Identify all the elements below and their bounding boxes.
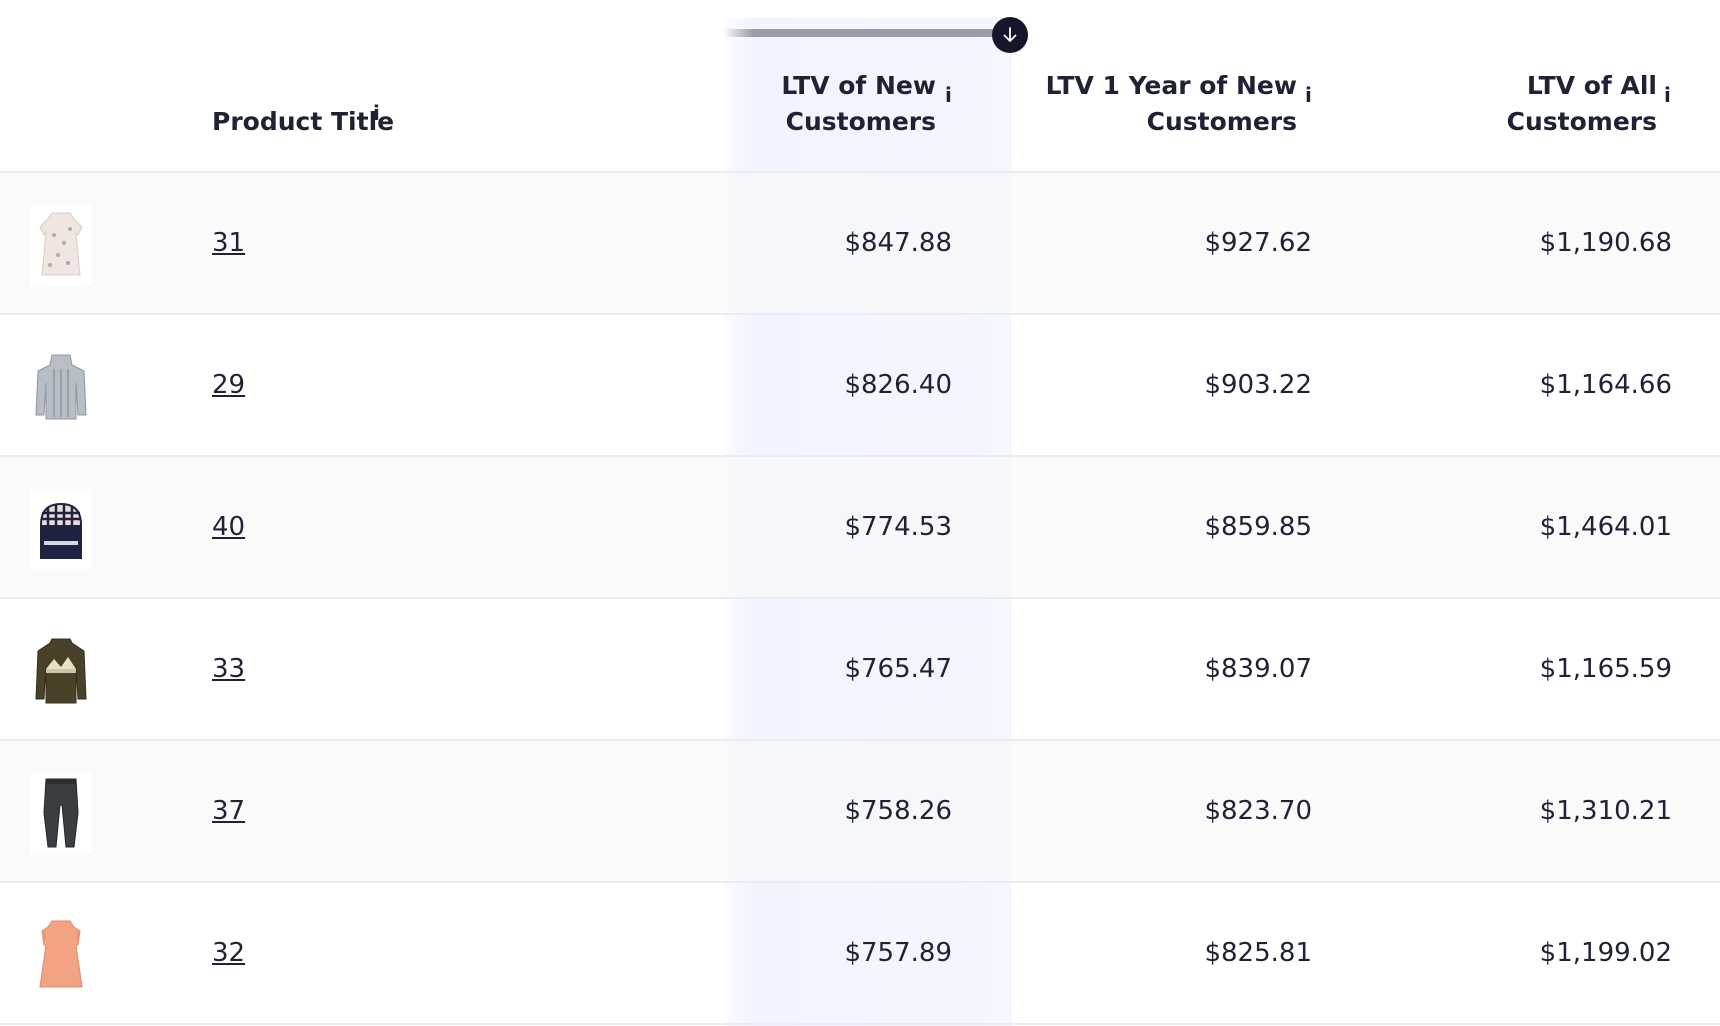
column-header-label: LTV of All — [1526, 71, 1657, 100]
product-thumbnail — [30, 631, 92, 711]
ltv-1-year-new-customers-value: $823.70 — [1204, 796, 1312, 826]
table-header: Product Title i LTV of New Customers i L… — [0, 0, 1720, 173]
product-title-link[interactable]: 32 — [212, 938, 246, 968]
column-header-product-title[interactable]: Product Title — [212, 104, 394, 140]
olive-sweater-thumbnail — [35, 638, 87, 704]
product-thumbnail — [30, 773, 92, 853]
ltv-all-customers-value: $1,190.68 — [1539, 228, 1672, 258]
ltv-1-year-new-customers-value: $839.07 — [1204, 654, 1312, 684]
column-header-label: Customers — [785, 107, 936, 136]
dark-trousers-thumbnail — [43, 778, 79, 848]
arrow-down-icon — [1003, 27, 1017, 42]
grey-knit-sweater-thumbnail — [35, 354, 87, 420]
ltv-1-year-new-customers-value: $825.81 — [1204, 938, 1312, 968]
floral-dress-thumbnail — [39, 212, 83, 276]
ltv-new-customers-value: $758.26 — [844, 796, 952, 826]
info-icon[interactable]: i — [373, 101, 380, 125]
ltv-new-customers-value: $765.47 — [844, 654, 952, 684]
ltv-1-year-new-customers-value: $927.62 — [1204, 228, 1312, 258]
column-header-label: LTV of New — [781, 71, 936, 100]
ltv-new-customers-value: $774.53 — [844, 512, 952, 542]
ltv-all-customers-value: $1,199.02 — [1539, 938, 1672, 968]
info-icon[interactable]: i — [1664, 83, 1671, 107]
product-title-link[interactable]: 40 — [212, 512, 246, 542]
sort-descending-button[interactable] — [992, 17, 1028, 53]
table-body: 31 $847.88 $927.62 $1,190.68 29 $826.40 … — [0, 173, 1720, 1025]
product-title-link[interactable]: 37 — [212, 796, 246, 826]
peach-dress-thumbnail — [39, 920, 83, 988]
column-header-ltv-1-year-new-customers[interactable]: LTV 1 Year of New Customers — [1017, 68, 1297, 140]
info-icon[interactable]: i — [1305, 83, 1312, 107]
column-header-ltv-new-customers[interactable]: LTV of New Customers — [696, 68, 936, 140]
product-thumbnail — [30, 205, 92, 285]
table-row: 37 $758.26 $823.70 $1,310.21 — [0, 741, 1720, 883]
table-row: 29 $826.40 $903.22 $1,164.66 — [0, 315, 1720, 457]
ltv-all-customers-value: $1,165.59 — [1539, 654, 1672, 684]
plaid-backpack-thumbnail — [40, 503, 82, 559]
ltv-1-year-new-customers-value: $859.85 — [1204, 512, 1312, 542]
table-row: 32 $757.89 $825.81 $1,199.02 — [0, 883, 1720, 1025]
column-drag-track[interactable] — [724, 29, 1006, 37]
column-header-ltv-all-customers[interactable]: LTV of All Customers — [1417, 68, 1657, 140]
table-row: 33 $765.47 $839.07 $1,165.59 — [0, 599, 1720, 741]
table-row: 40 $774.53 $859.85 $1,464.01 — [0, 457, 1720, 599]
table-row: 31 $847.88 $927.62 $1,190.68 — [0, 173, 1720, 315]
column-header-label: LTV 1 Year of New — [1045, 71, 1297, 100]
ltv-all-customers-value: $1,164.66 — [1539, 370, 1672, 400]
info-icon[interactable]: i — [945, 83, 952, 107]
ltv-new-customers-value: $826.40 — [844, 370, 952, 400]
column-header-label: Customers — [1506, 107, 1657, 136]
column-header-label: Product Title — [212, 107, 395, 136]
column-header-label: Customers — [1146, 107, 1297, 136]
product-thumbnail — [30, 489, 92, 569]
ltv-1-year-new-customers-value: $903.22 — [1204, 370, 1312, 400]
ltv-all-customers-value: $1,464.01 — [1539, 512, 1672, 542]
ltv-all-customers-value: $1,310.21 — [1539, 796, 1672, 826]
product-title-link[interactable]: 33 — [212, 654, 246, 684]
ltv-new-customers-value: $847.88 — [844, 228, 952, 258]
product-thumbnail — [30, 915, 92, 995]
product-title-link[interactable]: 31 — [212, 228, 246, 258]
product-title-link[interactable]: 29 — [212, 370, 246, 400]
ltv-new-customers-value: $757.89 — [844, 938, 952, 968]
product-thumbnail — [30, 347, 92, 427]
